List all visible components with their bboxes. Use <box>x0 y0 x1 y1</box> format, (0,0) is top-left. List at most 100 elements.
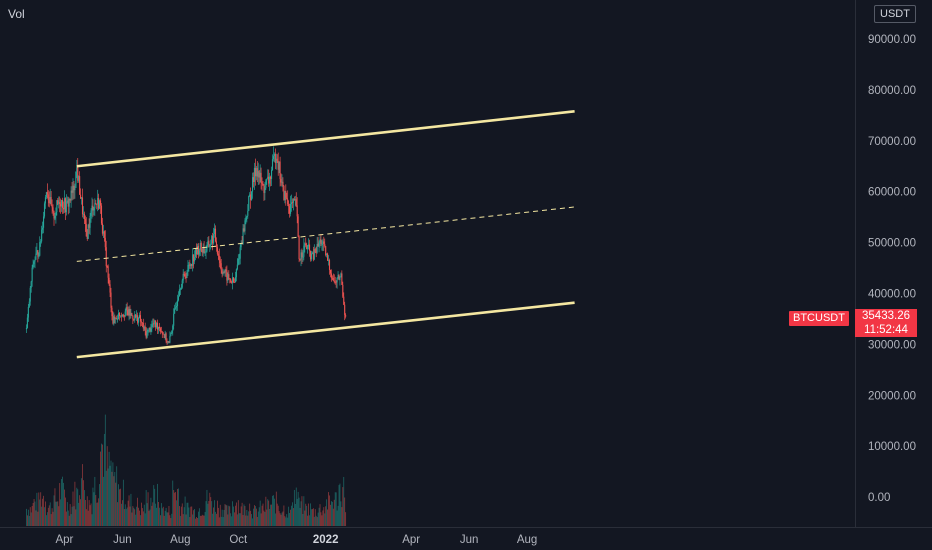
volume-bar <box>312 509 313 526</box>
volume-bar <box>270 504 271 526</box>
candle-body <box>205 251 207 253</box>
volume-bar <box>37 511 39 526</box>
candle-body <box>193 254 195 262</box>
volume-bar <box>271 504 272 526</box>
candle-body <box>309 244 311 251</box>
volume-bar <box>36 492 38 526</box>
volume-bar <box>57 501 59 526</box>
volume-bar <box>105 470 107 526</box>
candle-body <box>295 199 297 206</box>
candle-body <box>190 264 192 266</box>
volume-bar <box>333 499 335 526</box>
x-tick-label: Apr <box>55 534 73 546</box>
candle-body <box>181 280 183 288</box>
candle-body <box>303 245 305 257</box>
candle-body <box>93 208 95 211</box>
candle-body <box>240 243 242 248</box>
candle-body <box>216 247 218 254</box>
candle-body <box>207 240 209 245</box>
candle-body <box>330 273 332 278</box>
volume-bar <box>41 506 43 526</box>
volume-bar <box>307 515 309 526</box>
volume-bar <box>134 509 136 526</box>
volume-bar <box>219 504 221 526</box>
candle-body <box>336 277 338 283</box>
volume-bar <box>262 503 264 526</box>
candle-body <box>340 273 342 278</box>
volume-bar <box>216 513 217 526</box>
volume-bar <box>321 515 323 526</box>
candle-body <box>161 331 163 334</box>
volume-bar <box>324 513 326 526</box>
volume-bar <box>217 507 219 526</box>
candle-body <box>254 167 256 177</box>
candle-body <box>179 289 181 290</box>
volume-bar <box>288 506 290 526</box>
candle-body <box>329 269 331 274</box>
candle-body <box>34 259 36 262</box>
candle-body <box>92 205 94 211</box>
volume-bar <box>340 501 342 526</box>
volume-bar <box>74 481 76 526</box>
candle-body <box>218 255 220 261</box>
volume-bar <box>248 511 250 526</box>
volume-bar <box>223 509 225 526</box>
volume-bar <box>97 502 99 526</box>
candle-body <box>301 252 303 258</box>
volume-bar <box>196 517 197 526</box>
volume-bar <box>107 468 109 526</box>
volume-bar <box>214 500 215 526</box>
volume-bar <box>293 489 295 526</box>
volume-bar <box>174 492 176 526</box>
candle-body <box>172 325 174 331</box>
volume-bar <box>119 489 120 526</box>
candle-body <box>226 270 228 281</box>
candle-body <box>300 252 302 260</box>
candle-body <box>116 318 118 320</box>
time-axis-panel <box>0 528 932 550</box>
volume-bar <box>72 491 74 526</box>
volume-bar <box>289 512 290 526</box>
volume-bar <box>306 505 308 526</box>
candle-body <box>272 156 274 160</box>
candle-body <box>138 317 140 323</box>
volume-bar <box>222 517 224 526</box>
volume-bar <box>173 490 175 526</box>
candle-body <box>118 313 120 320</box>
candle-body <box>141 322 143 324</box>
candle-body <box>206 244 208 252</box>
candle-body <box>155 320 157 328</box>
candle-body <box>152 323 154 325</box>
candle-body <box>239 247 241 259</box>
candle-body <box>80 194 82 199</box>
candle-body <box>117 319 119 320</box>
candle-body <box>260 172 262 183</box>
volume-bar <box>49 502 51 526</box>
candle-body <box>297 216 299 237</box>
currency-unit-button[interactable]: USDT <box>874 5 916 23</box>
candle-body <box>57 200 59 204</box>
candle-body <box>146 331 148 338</box>
candle-body <box>50 197 52 206</box>
candle-body <box>26 317 28 328</box>
candle-body <box>120 315 122 317</box>
volume-bar <box>236 502 237 526</box>
volume-bar <box>212 513 214 526</box>
candle-body <box>225 269 227 271</box>
candle-body <box>78 176 80 181</box>
candle-body <box>159 328 161 332</box>
volume-bar <box>156 507 157 526</box>
volume-bar <box>258 507 260 526</box>
candle-body <box>131 313 133 316</box>
candle-body <box>230 279 232 283</box>
candle-body <box>98 197 100 209</box>
channel-upper-line <box>76 109 575 168</box>
candle-body <box>113 316 115 324</box>
candle-body <box>121 314 123 317</box>
candle-body <box>87 224 89 239</box>
volume-bar <box>169 515 171 526</box>
volume-bar <box>320 512 322 526</box>
candle-body <box>304 243 306 246</box>
candle-body <box>267 176 269 179</box>
